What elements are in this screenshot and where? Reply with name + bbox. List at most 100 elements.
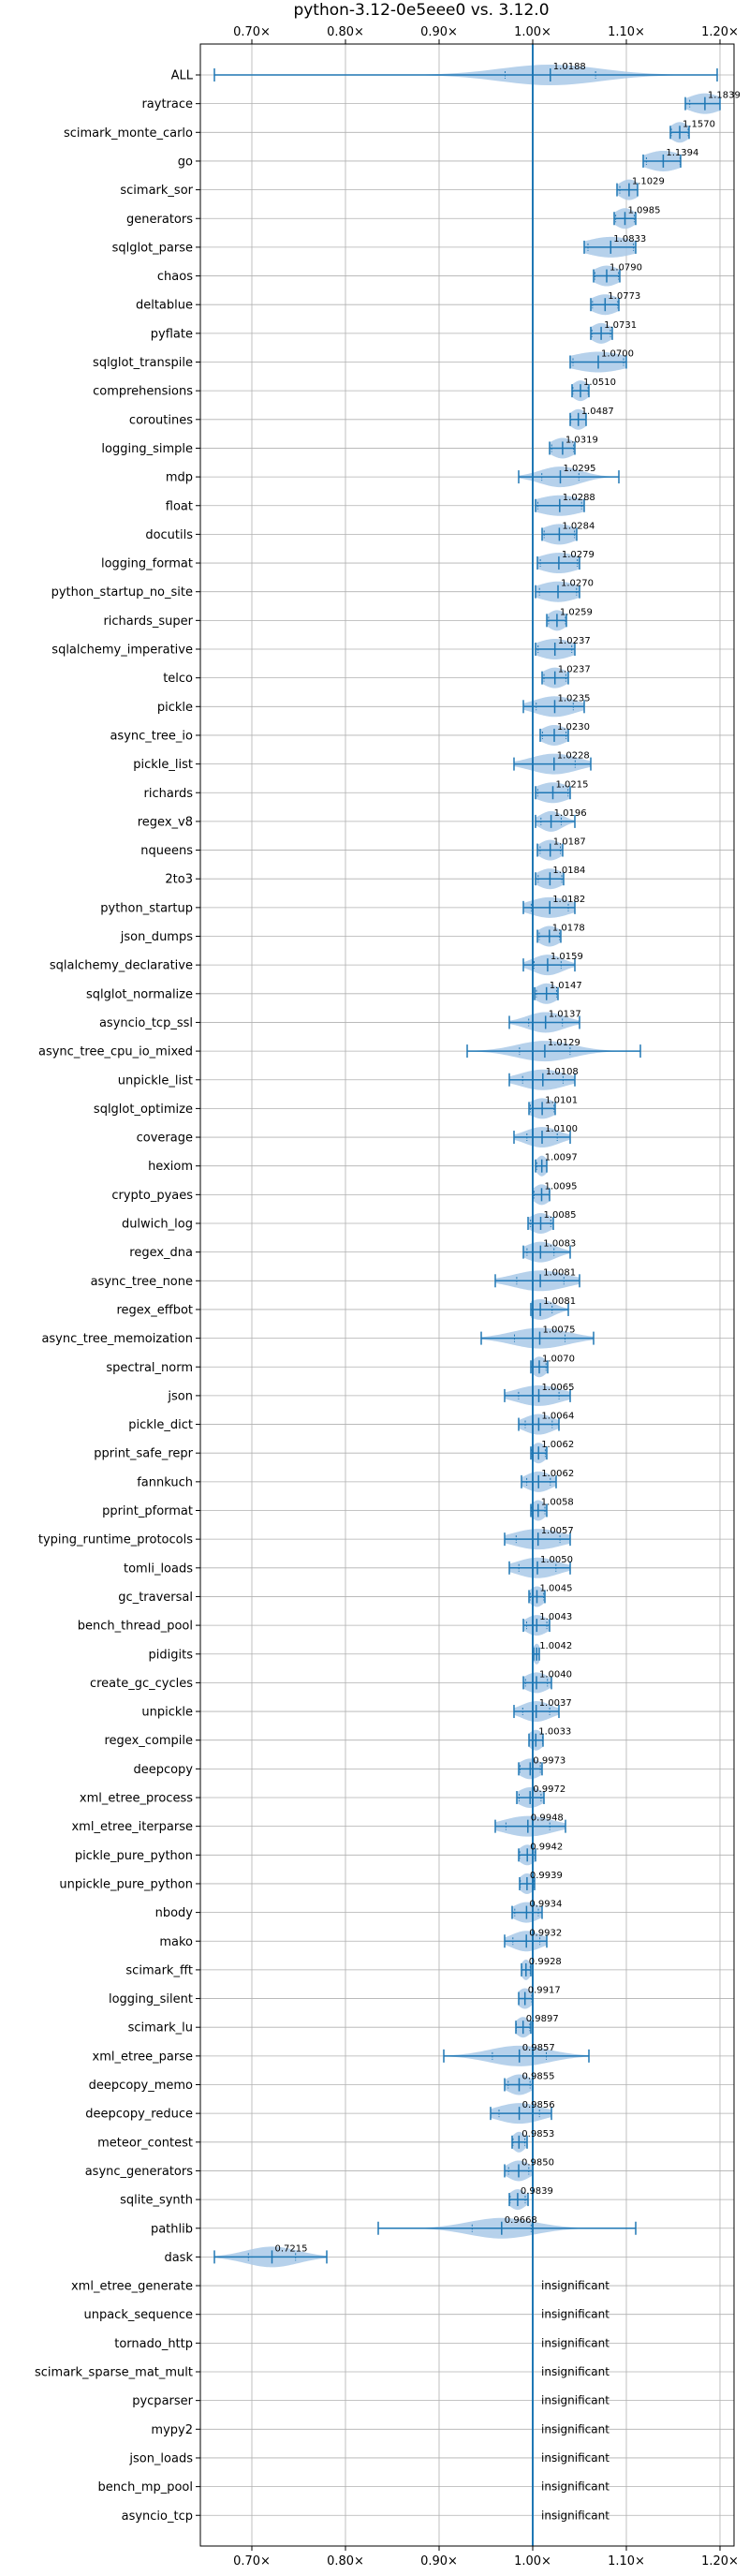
y-tick-label: generators (126, 213, 193, 227)
insignificant-label: insignificant (541, 2308, 609, 2321)
y-tick-label: mypy2 (151, 2423, 193, 2437)
y-tick-label: tornado_http (114, 2337, 193, 2351)
y-tick-label: json_loads (128, 2451, 193, 2465)
y-tick-label: create_gc_cycles (90, 1677, 193, 1691)
x-tick-label-bottom: 1.10× (608, 2554, 645, 2569)
y-tick-label: async_generators (85, 2165, 194, 2179)
data-label: 1.0100 (545, 1124, 578, 1134)
data-label: 0.9897 (526, 2014, 559, 2024)
grid-layer (200, 44, 734, 2546)
y-tick-label: sqlglot_transpile (93, 356, 193, 370)
y-tick-label: go (178, 155, 193, 169)
y-tick-label: richards (144, 787, 194, 801)
data-label: 1.0064 (541, 1412, 574, 1422)
data-label: 1.0050 (540, 1555, 573, 1565)
y-tick-label: coroutines (129, 413, 193, 427)
data-label: 1.1839 (708, 91, 741, 101)
y-tick-label: nbody (155, 1906, 194, 1920)
y-tick-label: regex_effbot (116, 1303, 193, 1317)
data-label: 0.9939 (530, 1871, 563, 1881)
y-tick-label: scimark_lu (128, 2021, 193, 2036)
data-label: 1.0237 (558, 665, 591, 675)
data-label: 0.9668 (505, 2215, 537, 2226)
data-label: 1.0062 (541, 1440, 574, 1450)
data-label: 1.0062 (541, 1469, 574, 1479)
data-label: 1.0058 (541, 1498, 574, 1508)
y-tick-label: mako (159, 1935, 193, 1949)
y-tick-label: docutils (145, 528, 193, 542)
y-tick-label: telco (163, 672, 193, 686)
data-label: 1.0045 (540, 1583, 573, 1593)
y-tick-label: xml_etree_iterparse (71, 1820, 193, 1834)
data-label: 1.0129 (548, 1038, 580, 1048)
data-label: 1.0085 (544, 1210, 577, 1221)
data-label: 1.0108 (546, 1067, 579, 1077)
insignificant-label: insignificant (541, 2279, 609, 2292)
data-label: 1.0833 (613, 234, 646, 244)
data-label: 1.0065 (542, 1383, 575, 1393)
y-tick-label: sqlglot_parse (112, 241, 193, 255)
data-label: 0.9857 (522, 2043, 555, 2053)
data-label: 1.0097 (545, 1153, 578, 1163)
y-tick-label: pprint_pformat (102, 1504, 193, 1518)
y-tick-label: unpickle_pure_python (59, 1877, 193, 1891)
y-tick-label: asyncio_tcp_ssl (99, 1016, 193, 1030)
data-label: 1.0147 (550, 981, 582, 991)
x-tick-label-top: 0.80× (327, 25, 364, 39)
y-tick-label: comprehensions (93, 385, 193, 399)
y-tick-label: xml_etree_parse (93, 2050, 193, 2064)
y-tick-label: asyncio_tcp (122, 2509, 193, 2524)
insignificant-label: insignificant (541, 2422, 609, 2435)
data-label: 1.0075 (543, 1325, 576, 1336)
y-tick-label: bench_thread_pool (78, 1620, 193, 1634)
data-label: 1.0081 (543, 1267, 576, 1278)
data-label: 1.0270 (561, 579, 594, 589)
y-tick-label: scimark_sor (120, 184, 193, 198)
insignificant-label: insignificant (541, 2509, 609, 2522)
data-label: 1.0487 (581, 407, 614, 417)
y-tick-label: regex_compile (104, 1734, 193, 1748)
y-tick-label: nqueens (140, 844, 193, 858)
x-tick-label-top: 1.10× (608, 25, 645, 39)
x-tick-label-bottom: 1.00× (514, 2554, 551, 2569)
y-tick-label: logging_format (101, 557, 193, 571)
y-tick-label: pickle_pure_python (75, 1849, 193, 1863)
data-label: 1.0159 (551, 952, 583, 962)
data-label: 1.0773 (608, 291, 640, 302)
y-tick-label: raytrace (141, 97, 193, 111)
y-tick-label: chaos (157, 270, 193, 284)
y-tick-label: float (166, 499, 193, 513)
data-label: 1.1029 (632, 177, 665, 187)
y-tick-label: async_tree_io (110, 729, 193, 743)
data-label: 1.0215 (556, 779, 589, 790)
x-tick-label-top: 0.90× (420, 25, 458, 39)
y-tick-label: crypto_pyaes (111, 1189, 193, 1203)
y-tick-label: fannkuch (137, 1475, 193, 1489)
y-tick-label: dask (164, 2251, 193, 2265)
data-label: 0.9942 (530, 1842, 563, 1852)
y-tick-label: pathlib (151, 2222, 193, 2236)
insignificant-label: insignificant (541, 2336, 609, 2349)
data-label: 1.0040 (539, 1669, 572, 1680)
y-tick-label: sqlite_synth (120, 2194, 193, 2208)
x-tick-label-top: 0.70× (233, 25, 271, 39)
y-tick-label: spectral_norm (106, 1361, 193, 1375)
data-label: 0.9855 (522, 2072, 555, 2082)
x-tick-label-bottom: 1.20× (701, 2554, 739, 2569)
y-tick-label: python_startup_no_site (51, 585, 193, 600)
data-label: 0.9839 (521, 2186, 553, 2197)
x-tick-label-top: 1.00× (514, 25, 551, 39)
data-label: 1.0985 (628, 205, 661, 215)
y-tick-label: deepcopy (133, 1763, 193, 1777)
data-label: 1.0235 (558, 693, 591, 703)
data-label: 1.0033 (538, 1727, 571, 1738)
y-tick-label: 2to3 (165, 873, 193, 887)
y-tick-label: xml_etree_process (80, 1792, 193, 1806)
y-tick-label: sqlalchemy_imperative (51, 644, 193, 658)
data-label: 0.7215 (275, 2243, 308, 2254)
y-tick-label: scimark_sparse_mat_mult (35, 2366, 193, 2380)
y-tick-label: logging_simple (101, 442, 193, 456)
axis-layer: 0.70× 0.70× 0.80× 0.80× 0.90× 0.90× 1.00× 1.00×… (35, 25, 739, 2569)
data-label: 1.0259 (560, 607, 593, 617)
y-tick-label: gc_traversal (118, 1591, 193, 1605)
